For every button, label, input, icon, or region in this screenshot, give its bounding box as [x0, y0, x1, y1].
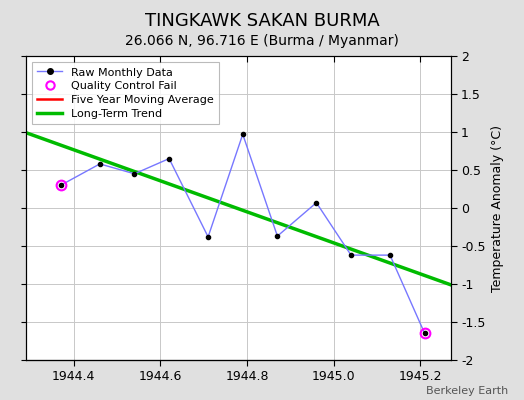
Text: Berkeley Earth: Berkeley Earth [426, 386, 508, 396]
Legend: Raw Monthly Data, Quality Control Fail, Five Year Moving Average, Long-Term Tren: Raw Monthly Data, Quality Control Fail, … [32, 62, 219, 124]
Text: TINGKAWK SAKAN BURMA: TINGKAWK SAKAN BURMA [145, 12, 379, 30]
Y-axis label: Temperature Anomaly (°C): Temperature Anomaly (°C) [491, 124, 504, 292]
Text: 26.066 N, 96.716 E (Burma / Myanmar): 26.066 N, 96.716 E (Burma / Myanmar) [125, 34, 399, 48]
